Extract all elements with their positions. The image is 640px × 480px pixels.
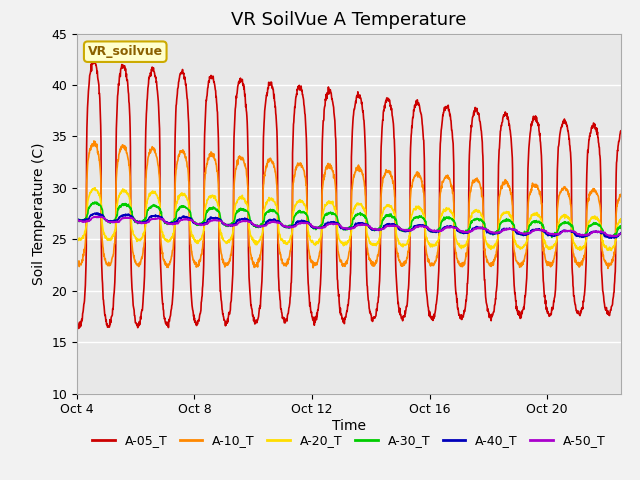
- A-05_T: [617, 128, 625, 134]
- A-50_T: [140, 220, 148, 226]
- A-10_T: [604, 265, 612, 271]
- Line: A-10_T: A-10_T: [77, 141, 621, 268]
- A-20_T: [602, 244, 609, 250]
- A-20_T: [140, 229, 148, 235]
- A-40_T: [617, 230, 625, 236]
- A-30_T: [91, 199, 99, 205]
- A-50_T: [602, 230, 609, 236]
- A-40_T: [140, 219, 148, 225]
- Y-axis label: Soil Temperature (C): Soil Temperature (C): [31, 143, 45, 285]
- A-20_T: [607, 248, 615, 253]
- A-20_T: [617, 216, 625, 222]
- A-40_T: [294, 219, 302, 225]
- A-05_T: [89, 56, 97, 61]
- A-40_T: [440, 225, 447, 230]
- A-10_T: [90, 138, 98, 144]
- Line: A-30_T: A-30_T: [77, 202, 621, 238]
- A-30_T: [602, 232, 609, 238]
- Text: VR_soilvue: VR_soilvue: [88, 45, 163, 58]
- A-30_T: [575, 233, 583, 239]
- A-20_T: [92, 185, 99, 191]
- X-axis label: Time: Time: [332, 419, 366, 433]
- Legend: A-05_T, A-10_T, A-20_T, A-30_T, A-40_T, A-50_T: A-05_T, A-10_T, A-20_T, A-30_T, A-40_T, …: [87, 429, 611, 452]
- A-50_T: [440, 227, 447, 233]
- A-50_T: [73, 217, 81, 223]
- Line: A-40_T: A-40_T: [77, 213, 621, 238]
- A-50_T: [609, 234, 617, 240]
- Line: A-20_T: A-20_T: [77, 188, 621, 251]
- A-05_T: [74, 325, 82, 331]
- A-05_T: [463, 292, 470, 298]
- Title: VR SoilVue A Temperature: VR SoilVue A Temperature: [231, 11, 467, 29]
- A-40_T: [608, 235, 616, 241]
- A-30_T: [463, 228, 470, 234]
- A-10_T: [602, 258, 609, 264]
- A-40_T: [575, 233, 583, 239]
- A-05_T: [440, 110, 447, 116]
- Line: A-05_T: A-05_T: [77, 59, 621, 328]
- A-05_T: [141, 273, 148, 279]
- A-20_T: [575, 246, 583, 252]
- A-20_T: [440, 209, 447, 215]
- A-10_T: [463, 253, 470, 259]
- A-05_T: [294, 85, 302, 91]
- Line: A-50_T: A-50_T: [77, 216, 621, 237]
- A-10_T: [617, 193, 625, 199]
- A-30_T: [440, 216, 447, 222]
- A-50_T: [617, 230, 625, 236]
- A-10_T: [73, 258, 81, 264]
- A-50_T: [93, 214, 100, 219]
- A-50_T: [575, 231, 583, 237]
- A-20_T: [463, 241, 470, 247]
- A-10_T: [575, 260, 583, 266]
- A-50_T: [463, 229, 470, 235]
- A-10_T: [440, 179, 447, 184]
- A-20_T: [294, 199, 302, 204]
- A-30_T: [617, 223, 625, 229]
- A-30_T: [140, 218, 148, 224]
- A-40_T: [602, 234, 609, 240]
- A-30_T: [294, 210, 302, 216]
- A-05_T: [602, 307, 610, 312]
- A-05_T: [575, 312, 583, 318]
- A-40_T: [463, 230, 470, 236]
- A-30_T: [607, 235, 614, 240]
- A-20_T: [73, 233, 81, 239]
- A-10_T: [140, 240, 148, 246]
- A-10_T: [294, 160, 302, 166]
- A-30_T: [73, 217, 81, 223]
- A-05_T: [73, 318, 81, 324]
- A-40_T: [73, 216, 81, 222]
- A-50_T: [294, 221, 302, 227]
- A-40_T: [94, 210, 102, 216]
